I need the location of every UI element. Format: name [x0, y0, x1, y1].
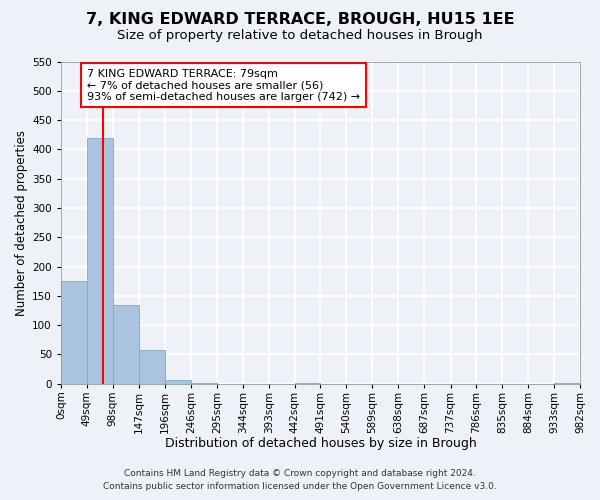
Bar	[164, 380, 191, 384]
Y-axis label: Number of detached properties: Number of detached properties	[15, 130, 28, 316]
Text: Contains HM Land Registry data © Crown copyright and database right 2024.
Contai: Contains HM Land Registry data © Crown c…	[103, 470, 497, 491]
X-axis label: Distribution of detached houses by size in Brough: Distribution of detached houses by size …	[164, 437, 476, 450]
Text: 7, KING EDWARD TERRACE, BROUGH, HU15 1EE: 7, KING EDWARD TERRACE, BROUGH, HU15 1EE	[86, 12, 514, 28]
Text: 7 KING EDWARD TERRACE: 79sqm
← 7% of detached houses are smaller (56)
93% of sem: 7 KING EDWARD TERRACE: 79sqm ← 7% of det…	[87, 68, 360, 102]
Bar	[295, 383, 320, 384]
Bar	[61, 281, 87, 384]
Bar	[139, 350, 164, 384]
Bar	[113, 304, 139, 384]
Bar	[554, 383, 580, 384]
Bar	[191, 383, 217, 384]
Bar	[87, 138, 113, 384]
Text: Size of property relative to detached houses in Brough: Size of property relative to detached ho…	[117, 29, 483, 42]
